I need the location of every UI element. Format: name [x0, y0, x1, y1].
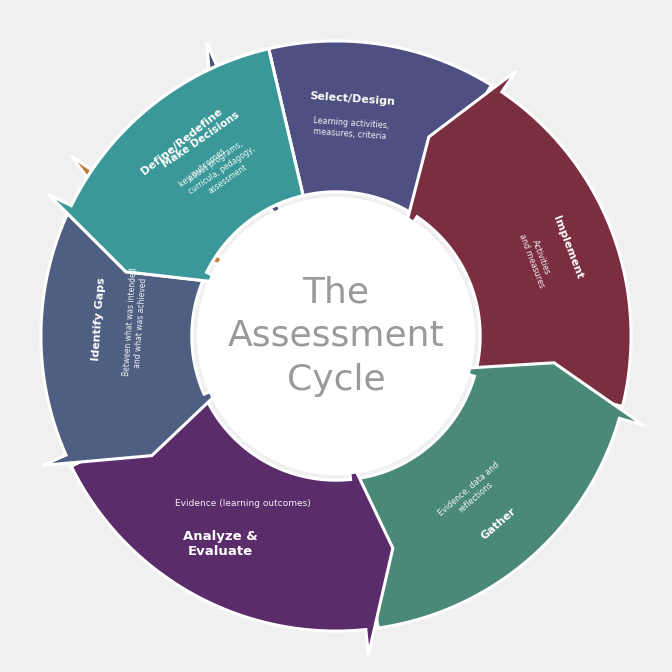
Text: Implement: Implement — [551, 214, 584, 280]
Text: key outcomes: key outcomes — [177, 147, 227, 189]
Text: The: The — [302, 276, 370, 309]
Text: Define/Redefine: Define/Redefine — [139, 107, 224, 177]
Text: about programs,
curricula, pedagogy,
assessment: about programs, curricula, pedagogy, ass… — [181, 136, 263, 205]
Text: Learning activities,
measures, criteria: Learning activities, measures, criteria — [312, 116, 389, 141]
Text: Between what was intended
and what was achieved: Between what was intended and what was a… — [122, 267, 149, 377]
Polygon shape — [403, 71, 631, 407]
Text: Assessment: Assessment — [228, 319, 444, 353]
Text: Evidence, data and
reflections: Evidence, data and reflections — [437, 460, 508, 526]
Text: Identify Gaps: Identify Gaps — [91, 278, 106, 362]
Text: Cycle: Cycle — [287, 363, 385, 396]
Polygon shape — [71, 400, 393, 655]
Text: Activities
and measures: Activities and measures — [517, 229, 556, 289]
Text: Gather: Gather — [479, 505, 518, 541]
Polygon shape — [207, 41, 491, 227]
Polygon shape — [71, 49, 303, 269]
Text: Select/Design: Select/Design — [310, 91, 396, 106]
Text: Make Decisions: Make Decisions — [161, 110, 241, 170]
Text: Analyze &
Evaluate: Analyze & Evaluate — [183, 530, 258, 558]
Polygon shape — [357, 363, 644, 628]
Circle shape — [198, 198, 474, 474]
Polygon shape — [48, 49, 303, 284]
Polygon shape — [48, 49, 303, 284]
Polygon shape — [41, 181, 227, 465]
Text: Evidence (learning outcomes): Evidence (learning outcomes) — [175, 499, 311, 507]
